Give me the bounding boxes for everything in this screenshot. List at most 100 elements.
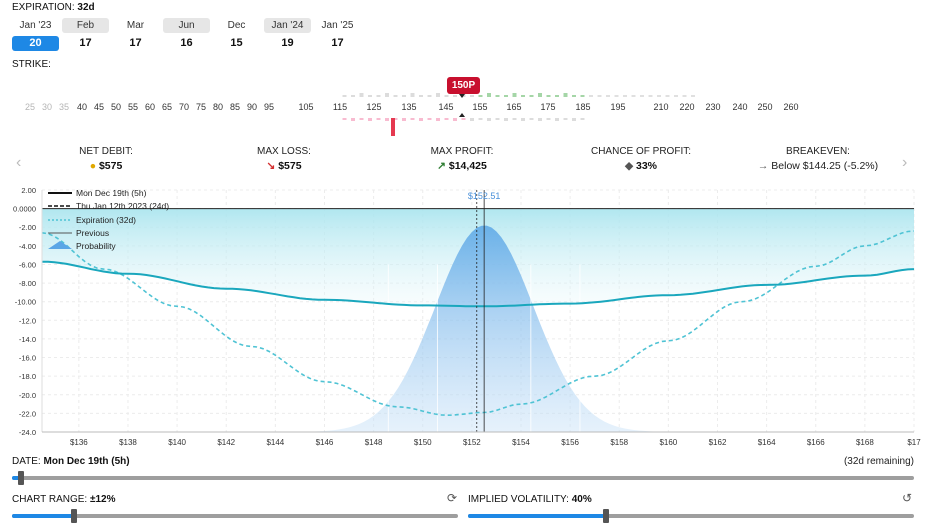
strike-tick[interactable]: 80 [212, 102, 224, 112]
strike-tick[interactable]: 25 [24, 102, 36, 112]
strike-tick[interactable]: 240 [732, 102, 748, 112]
expiration-value: 32d [77, 2, 95, 13]
call-volume-marker [419, 95, 423, 97]
exp-day-6[interactable]: 17 [331, 37, 344, 49]
strike-tick[interactable]: 125 [366, 102, 382, 112]
strike-tick[interactable]: 165 [506, 102, 522, 112]
call-volume-marker [342, 95, 347, 97]
strike-tick[interactable]: 70 [178, 102, 190, 112]
call-volume-marker [436, 93, 440, 97]
chevron-left-icon[interactable]: ‹ [16, 154, 22, 171]
expiration-series-line [41, 230, 915, 417]
strike-tick[interactable]: 105 [298, 102, 314, 112]
strike-tick[interactable]: 95 [263, 102, 275, 112]
y-tick-label: -12.0 [19, 316, 36, 325]
exp-day-5[interactable]: 19 [281, 37, 294, 49]
call-volume-marker [563, 93, 568, 97]
date-slider-track[interactable] [12, 476, 914, 480]
call-volume-marker [674, 95, 678, 97]
put-volume-marker [410, 118, 415, 120]
call-volume-marker [580, 95, 585, 97]
exp-month-1[interactable]: Feb [62, 18, 109, 33]
put-volume-marker [368, 118, 372, 121]
strike-tick[interactable]: 175 [540, 102, 556, 112]
legend-entry: Previous [76, 228, 109, 238]
put-volume-marker [444, 118, 449, 120]
call-volume-marker [572, 95, 576, 97]
date-slider-fill [12, 476, 22, 480]
strike-tick[interactable]: 155 [472, 102, 488, 112]
call-volume-marker [402, 95, 406, 97]
put-volume-marker [512, 118, 517, 120]
pnl-chart[interactable]: $152.51 2.00 0.0000 -2.00 -4.00 -6.00 -8.00 -10… [0, 182, 936, 452]
x-tick-label: $136 [70, 438, 88, 447]
x-tick-label: $17 [907, 438, 921, 447]
call-volume-marker [512, 93, 517, 97]
current-price-marker [459, 113, 465, 117]
strike-tick[interactable]: 260 [783, 102, 799, 112]
put-volume-marker [495, 118, 500, 120]
call-volume-marker [385, 93, 389, 97]
strike-tick[interactable]: 40 [76, 102, 88, 112]
y-tick-label: -18.0 [19, 372, 36, 381]
exp-day-0[interactable]: 20 [12, 36, 59, 51]
strike-tick[interactable]: 45 [93, 102, 105, 112]
x-tick-label: $158 [610, 438, 628, 447]
strike-tick[interactable]: 250 [757, 102, 773, 112]
exp-month-0[interactable]: Jan '23 [19, 20, 52, 31]
iv-slider-track[interactable] [468, 514, 914, 518]
strike-tick[interactable]: 85 [229, 102, 241, 112]
strike-tick[interactable]: 145 [438, 102, 454, 112]
exp-month-2[interactable]: Mar [126, 20, 145, 31]
strike-ladder[interactable]: 25 30 35 40 45 50 55 60 65 70 75 80 85 90 95 105 115 125 1… [0, 72, 936, 142]
strike-tick[interactable]: 185 [575, 102, 591, 112]
current-price-label: $152.51 [468, 191, 501, 201]
strike-title: STRIKE: [12, 59, 51, 70]
arrow-right-icon: → [757, 160, 769, 172]
strike-tick[interactable]: 220 [679, 102, 695, 112]
strike-tick[interactable]: 50 [110, 102, 122, 112]
date-slider-thumb[interactable] [18, 471, 25, 485]
strike-tick[interactable]: 195 [610, 102, 626, 112]
chart-range-slider-track[interactable] [12, 514, 458, 518]
strike-tick[interactable]: 210 [653, 102, 669, 112]
legend-swatch [48, 241, 72, 249]
chart-range-label: CHART RANGE: ±12% [12, 494, 116, 505]
strike-tick[interactable]: 115 [332, 102, 348, 112]
strike-tick[interactable]: 65 [161, 102, 173, 112]
exp-day-1[interactable]: 17 [79, 37, 92, 49]
exp-month-3[interactable]: Jun [163, 18, 210, 33]
exp-day-2[interactable]: 17 [129, 37, 142, 49]
put-volume-marker [504, 118, 508, 121]
chevron-right-icon[interactable]: › [902, 154, 908, 171]
put-volume-marker [385, 118, 389, 121]
x-tick-label: $142 [217, 438, 235, 447]
iv-slider-thumb[interactable] [603, 509, 610, 523]
call-volume-marker [657, 95, 661, 97]
legend-entry: Probability [76, 241, 116, 251]
strike-tick[interactable]: 75 [195, 102, 207, 112]
call-volume-marker [623, 95, 627, 97]
reset-icon[interactable]: ↺ [902, 491, 913, 505]
strike-tick[interactable]: 90 [246, 102, 258, 112]
put-volume-marker [427, 118, 432, 120]
exp-month-5[interactable]: Jan '24 [264, 18, 311, 33]
exp-day-4[interactable]: 15 [230, 37, 243, 49]
strike-tick[interactable]: 30 [41, 102, 53, 112]
strike-tick[interactable]: 35 [58, 102, 70, 112]
exp-month-6[interactable]: Jan '25 [321, 20, 354, 31]
strike-tick[interactable]: 230 [705, 102, 721, 112]
selected-strike-badge[interactable]: 150P [447, 77, 480, 94]
put-volume-marker [393, 118, 398, 120]
call-volume-marker [589, 95, 593, 97]
call-volume-marker [529, 95, 534, 97]
refresh-icon[interactable]: ⟳ [447, 491, 458, 505]
strike-tick[interactable]: 135 [401, 102, 417, 112]
strike-tick[interactable]: 60 [144, 102, 156, 112]
strategy-stats: NET DEBIT: ● $575 MAX LOSS: ↘ $575 MAX P… [0, 146, 936, 180]
exp-month-4[interactable]: Dec [227, 20, 246, 31]
strike-tick[interactable]: 55 [127, 102, 139, 112]
call-volume-marker [410, 93, 415, 97]
chart-range-slider-thumb[interactable] [71, 509, 78, 523]
exp-day-3[interactable]: 16 [180, 37, 193, 49]
